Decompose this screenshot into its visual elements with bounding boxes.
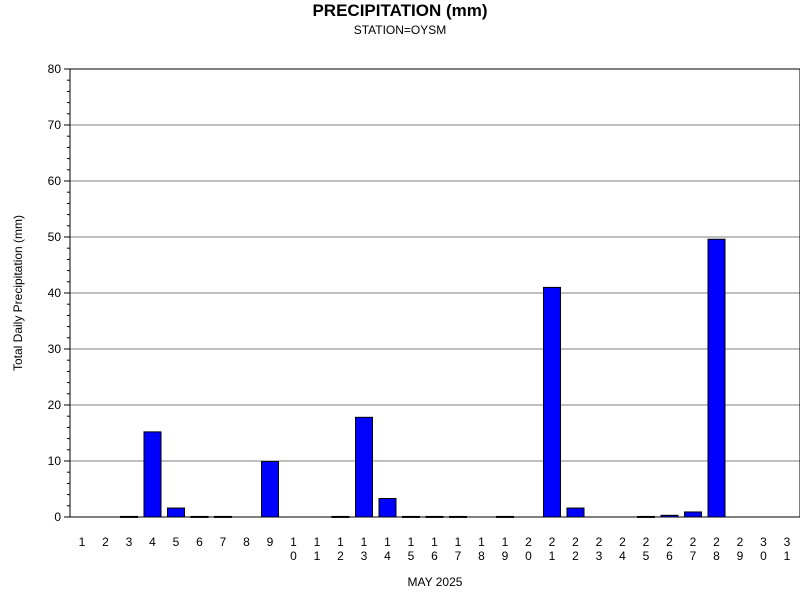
x-tick-label: 5 — [173, 535, 180, 549]
x-tick-label: 8 — [243, 535, 250, 549]
y-tick-label: 40 — [48, 286, 62, 300]
bar-day-28 — [707, 238, 726, 518]
y-tick-label: 30 — [48, 342, 62, 356]
y-tick-label: 10 — [48, 454, 62, 468]
bar-day-27 — [684, 511, 702, 518]
bar-day-14 — [378, 498, 397, 518]
bar-day-5 — [167, 507, 185, 518]
y-axis-title: Total Daily Precipitation (mm) — [11, 215, 25, 371]
bar-day-22 — [566, 507, 585, 518]
bar-day-13 — [355, 416, 373, 518]
x-tick-label: 2 — [102, 535, 109, 549]
chart-subtitle: STATION=OYSM — [353, 23, 447, 37]
y-tick-label: 20 — [48, 398, 62, 412]
x-tick-label: 3 — [126, 535, 133, 549]
bar-day-4 — [143, 431, 162, 518]
bar-day-9 — [261, 461, 279, 518]
y-tick-label: 0 — [54, 510, 61, 524]
bar-day-21 — [543, 286, 561, 518]
y-tick-label: 70 — [48, 118, 62, 132]
y-axis-ticks: 0 10 20 30 40 50 60 70 80 — [48, 62, 70, 524]
y-tick-label: 50 — [48, 230, 62, 244]
x-tick-label: 7 — [220, 535, 227, 549]
y-tick-label: 80 — [48, 62, 62, 76]
x-tick-label: 6 — [196, 535, 203, 549]
x-axis-title: MAY 2025 — [408, 575, 463, 589]
x-tick-label: 1 — [79, 535, 86, 549]
chart-title: PRECIPITATION (mm) — [312, 1, 488, 20]
gridlines — [70, 68, 800, 462]
x-axis-ticks: 1 2 3 4 5 6 7 8 9 1 01 11 21 31 41 51 61 71 81 92 02 12 22 32 42… — [79, 535, 791, 563]
x-tick-label: 4 — [149, 535, 156, 549]
x-tick-label: 9 — [267, 535, 274, 549]
bars — [120, 238, 726, 518]
y-tick-label: 60 — [48, 174, 62, 188]
